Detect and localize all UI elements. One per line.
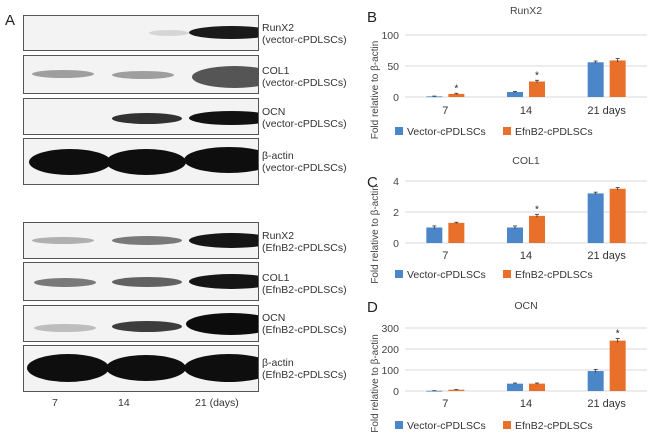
bar [587,62,604,97]
y-tick-label: 300 [381,323,399,335]
x-tick-label: 7 [442,250,448,262]
panel-letter: C [367,174,378,191]
bar [448,389,465,391]
x-tick-label: 21 days [587,105,626,117]
y-tick-label: 4 [393,176,399,188]
y-tick-label: 200 [381,344,399,356]
y-tick-label: 2 [393,207,399,219]
bar [507,227,523,243]
blot-bactin-vector [23,138,259,185]
y-tick-label: 0 [393,92,399,104]
legend-label: Vector-cPDLSCs [407,126,486,138]
blot-label-col1-efnb2: COL1 (EfnB2-cPDLSCs) [262,272,347,296]
bar [507,92,523,97]
x-tick-label: 7 [442,105,448,117]
bar [609,60,626,97]
y-tick-label: 100 [381,30,399,42]
lane-label-7: 7 [52,397,58,409]
panel-letter: D [367,299,378,316]
significance-marker: * [535,70,539,81]
blot-col1-vector [23,55,259,94]
bar [426,227,443,243]
legend-swatch [503,127,511,135]
panel-letter: B [367,9,377,26]
chart-title: OCN [514,300,537,312]
chart-title: RunX2 [510,5,542,17]
y-tick-label: 50 [387,61,399,73]
blot-label-ocn-efnb2: OCN (EfnB2-cPDLSCs) [262,312,347,336]
bar [448,222,465,243]
bar [529,81,545,97]
x-tick-label: 14 [520,398,532,410]
blot-label-runx2-vector: RunX2 (vector-cPDLSCs) [262,22,347,46]
x-tick-label: 14 [520,105,532,117]
significance-marker: * [535,204,539,215]
blot-label-col1-vector: COL1 (vector-cPDLSCs) [262,65,347,89]
legend-swatch [395,127,403,135]
chart-title: COL1 [512,155,540,167]
bar [609,188,626,243]
legend-swatch [503,421,511,429]
bar [529,383,545,391]
y-axis-label: Fold relative to β-actin [370,41,381,140]
y-axis-label: Fold relative to β-actin [370,185,381,284]
x-tick-label: 21 days [587,250,626,262]
bar [587,371,604,391]
blot-label-bactin-efnb2: β-actin (EfnB2-cPDLSCs) [262,357,347,381]
legend-swatch [503,270,511,278]
blot-bactin-efnb2 [23,345,259,392]
chart-c-col1: C COL1 Fold relative to β-actin 0 2 4 7 * 14 21 d… [365,150,650,290]
blot-label-runx2-efnb2: RunX2 (EfnB2-cPDLSCs) [262,230,347,254]
y-tick-label: 0 [393,238,399,250]
chart-b-runx2: B RunX2 Fold relative to β-actin 0 50 100 * 7 * 1… [365,0,650,150]
panel-a-letter: A [5,12,16,29]
bar [609,340,626,391]
bar [507,383,523,391]
blot-ocn-vector [23,98,259,135]
lane-label-14: 14 [118,397,130,409]
lane-label-21: 21 (days) [195,397,239,409]
legend-label: Vector-cPDLSCs [407,269,486,281]
significance-marker: * [616,329,620,340]
legend-swatch [395,421,403,429]
legend-swatch [395,270,403,278]
bar [426,96,443,98]
blot-label-bactin-vector: β-actin (vector-cPDLSCs) [262,150,347,174]
bar [587,193,604,243]
bar [426,390,443,392]
x-tick-label: 21 days [587,398,626,410]
legend-label: EfnB2-cPDLSCs [515,269,593,281]
y-axis-label: Fold relative to β-actin [370,334,381,433]
blot-label-ocn-vector: OCN (vector-cPDLSCs) [262,106,347,130]
blot-ocn-efnb2 [23,305,259,342]
x-tick-label: 14 [520,250,532,262]
legend-label: Vector-cPDLSCs [407,420,486,432]
blot-runx2-efnb2 [23,222,259,259]
x-tick-label: 7 [442,398,448,410]
significance-marker: * [454,83,458,94]
bar [529,215,545,243]
y-tick-label: 100 [381,365,399,377]
chart-d-ocn: D OCN Fold relative to β-actin 0 100 200 300 7 1… [365,290,650,440]
blot-runx2-vector [23,15,259,51]
y-tick-label: 0 [393,386,399,398]
legend-label: EfnB2-cPDLSCs [515,126,593,138]
bar [448,93,465,97]
blot-col1-efnb2 [23,262,259,301]
legend-label: EfnB2-cPDLSCs [515,420,593,432]
